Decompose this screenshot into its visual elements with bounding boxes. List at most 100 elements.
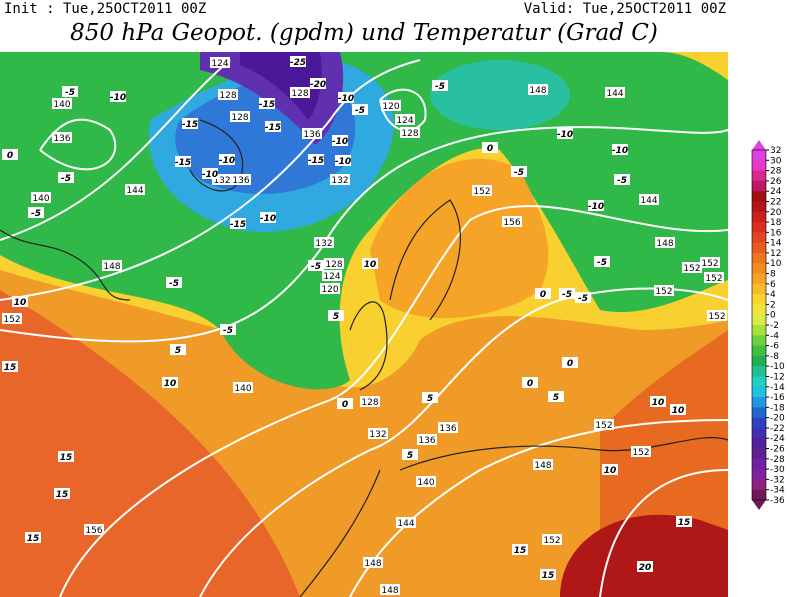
geopotential-label-bg: [417, 434, 437, 445]
geopotential-label-bg: [314, 237, 334, 248]
temperature-label-bg: [559, 288, 575, 299]
colorbar-label: 6: [770, 280, 776, 290]
colorbar-label: -34: [770, 486, 785, 496]
colorbar-segment: [752, 191, 766, 202]
colorbar-segment: [752, 366, 766, 377]
temperature-label: -5: [435, 82, 445, 92]
geopotential-label-bg: [233, 382, 253, 393]
geopotential-label-bg: [125, 184, 145, 195]
colorbar-label: -12: [770, 372, 785, 382]
geopotential-label-bg: [654, 285, 674, 296]
geopotential-label: 136: [303, 130, 320, 140]
temperature-label-bg: [562, 357, 578, 368]
colorbar-segment: [752, 294, 766, 305]
temperature-label: -5: [31, 209, 41, 219]
colorbar-segment: [752, 489, 766, 501]
geopotential-label-bg: [212, 174, 232, 185]
colorbar-label: 2: [770, 300, 776, 310]
temperature-label: 5: [333, 312, 339, 322]
geopotential-label: 136: [439, 424, 456, 434]
temperature-label: 0: [527, 379, 533, 389]
temperature-label: -5: [597, 258, 607, 268]
geopotential-label: 128: [231, 113, 248, 123]
geopotential-label-bg: [416, 476, 436, 487]
geopotential-label-bg: [396, 517, 416, 528]
temperature-label-bg: [540, 569, 556, 580]
temperature-label: -10: [335, 157, 351, 167]
colorbar-label: 18: [770, 218, 782, 228]
colorbar-label: 32: [770, 146, 781, 156]
geopotential-label: 152: [683, 264, 700, 274]
geopotential-label-bg: [302, 128, 322, 139]
temperature-label-bg: [402, 449, 418, 460]
geopotential-label: 152: [3, 315, 20, 325]
geopotential-label-bg: [290, 87, 310, 98]
colorbar-label: -22: [770, 424, 785, 434]
geopotential-label: 140: [234, 384, 251, 394]
colorbar-label: -18: [770, 403, 785, 413]
temperature-label-bg: [332, 135, 348, 146]
temperature-label-bg: [308, 260, 324, 271]
temperature-label: -5: [169, 279, 179, 289]
colorbar-segment: [752, 314, 766, 326]
colorbar-segment: [752, 469, 766, 480]
temperature-label: 0: [487, 144, 493, 154]
colorbar-label: 12: [770, 249, 781, 259]
geopotential-label: 144: [397, 519, 414, 529]
colorbar-label: 14: [770, 239, 782, 249]
colorbar-segment: [752, 438, 766, 450]
geopotential-label-bg: [368, 428, 388, 439]
geopotential-label-bg: [84, 524, 104, 535]
temperature-label: -20: [310, 80, 326, 90]
temperature-label: -10: [588, 202, 604, 212]
geopotential-label-bg: [594, 419, 614, 430]
temperature-label-bg: [58, 451, 74, 462]
temperature-label: -10: [219, 156, 235, 166]
temperature-label-bg: [352, 104, 368, 115]
geopotential-label: 152: [632, 448, 649, 458]
temperature-label: -15: [308, 156, 324, 166]
temperature-label: 15: [4, 363, 17, 373]
map-title: 850 hPa Geopot. (gpdm) und Temperatur (G…: [70, 20, 658, 46]
temperature-label: -5: [311, 262, 321, 272]
colorbar-label: 16: [770, 228, 782, 238]
colorbar-segment: [752, 170, 766, 182]
temperature-label: 0: [540, 290, 546, 300]
temperature-label-bg: [265, 121, 281, 132]
geopotential-label: 148: [364, 559, 381, 569]
temperature-label-bg: [110, 91, 126, 102]
temperature-label: 5: [175, 346, 181, 356]
temperature-label-bg: [432, 80, 448, 91]
colorbar-label: 28: [770, 167, 782, 177]
temperature-label-bg: [259, 98, 275, 109]
geopotential-label: 124: [323, 272, 340, 282]
geopotential-label-bg: [230, 111, 250, 122]
colorbar-segment: [752, 242, 766, 254]
geopotential-label-bg: [700, 257, 720, 268]
temperature-label: -15: [265, 123, 281, 133]
geopotential-label-bg: [363, 557, 383, 568]
colorbar-segment: [752, 263, 766, 275]
geopotential-label: 152: [701, 259, 718, 269]
colorbar-label: 30: [770, 156, 782, 166]
temperature-label-bg: [637, 561, 653, 572]
temperature-label-bg: [12, 296, 28, 307]
colorbar-label: 10: [770, 259, 782, 269]
geopotential-label-bg: [395, 114, 415, 125]
temperature-label-bg: [337, 398, 353, 409]
geopotential-label: 140: [32, 194, 49, 204]
colorbar-label: -6: [770, 342, 779, 352]
geopotential-label: 136: [53, 134, 70, 144]
geopotential-label-bg: [605, 87, 625, 98]
geopotential-label-bg: [502, 216, 522, 227]
geopotential-label: 128: [291, 89, 308, 99]
colorbar-label: -4: [770, 331, 779, 341]
colorbar-segment: [752, 448, 766, 460]
geopotential-label: 148: [656, 239, 673, 249]
temperature-label-bg: [175, 156, 191, 167]
temperature-label-bg: [170, 344, 186, 355]
temperature-label-bg: [28, 207, 44, 218]
temperature-label: 10: [164, 379, 177, 389]
colorbar-label: 4: [770, 290, 776, 300]
geopotential-label-bg: [231, 174, 251, 185]
